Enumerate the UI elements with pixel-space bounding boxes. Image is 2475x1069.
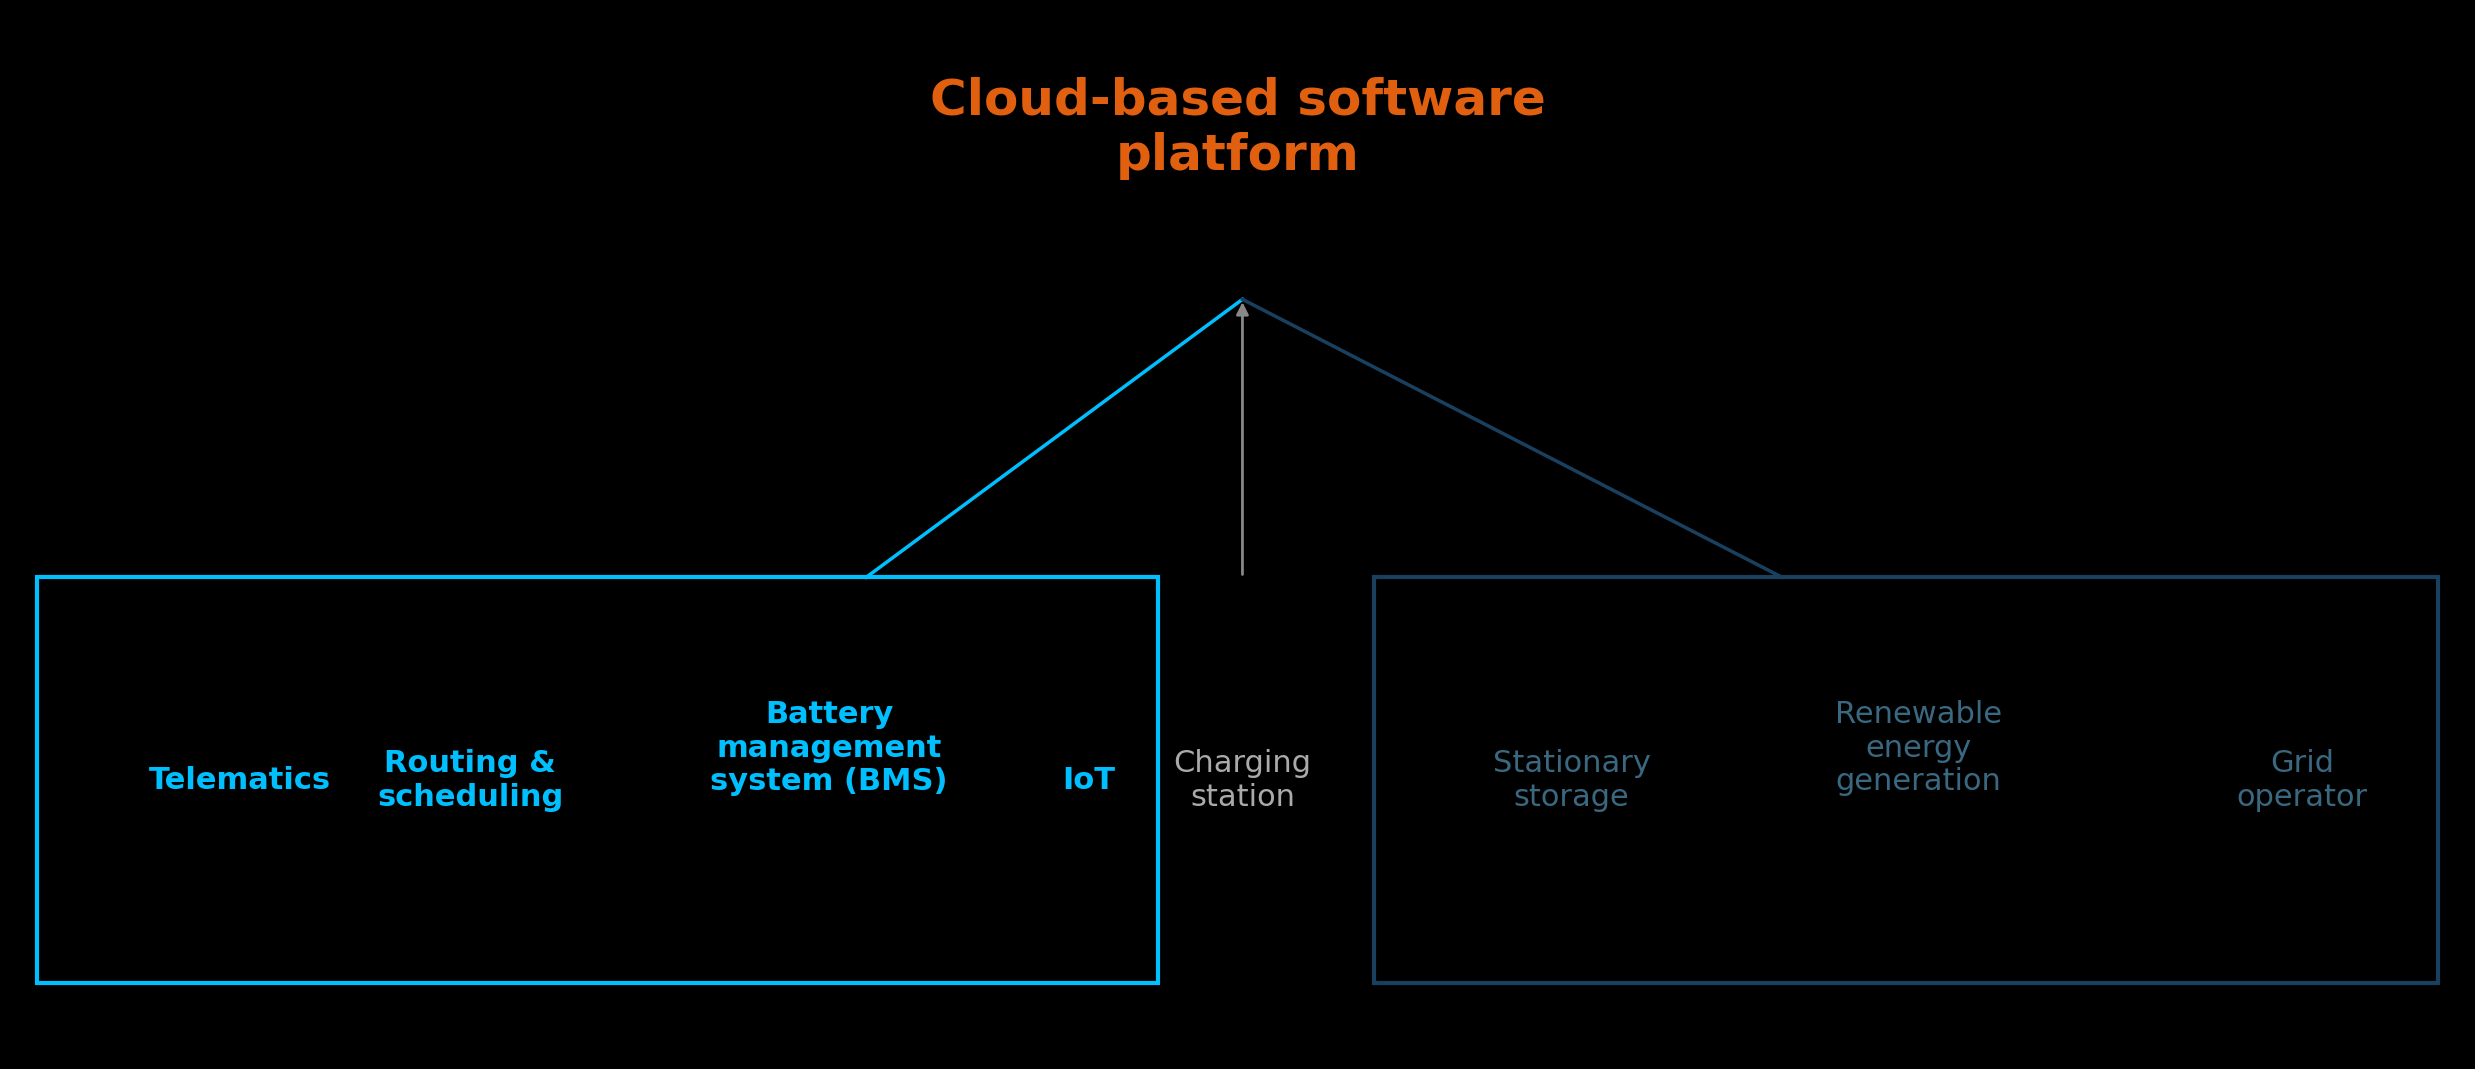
Text: Stationary
storage: Stationary storage xyxy=(1492,749,1651,811)
Bar xyxy=(37,577,1158,983)
Text: Charging
station: Charging station xyxy=(1173,749,1312,811)
Text: Routing &
scheduling: Routing & scheduling xyxy=(376,749,564,811)
Text: Grid
operator: Grid operator xyxy=(2237,749,2366,811)
Text: IoT: IoT xyxy=(1062,765,1116,795)
Text: Renewable
energy
generation: Renewable energy generation xyxy=(1834,700,2002,796)
Text: Cloud-based software
platform: Cloud-based software platform xyxy=(931,77,1544,180)
Bar xyxy=(1374,577,2438,983)
Text: Telematics: Telematics xyxy=(148,765,332,795)
Text: Battery
management
system (BMS): Battery management system (BMS) xyxy=(710,700,948,796)
